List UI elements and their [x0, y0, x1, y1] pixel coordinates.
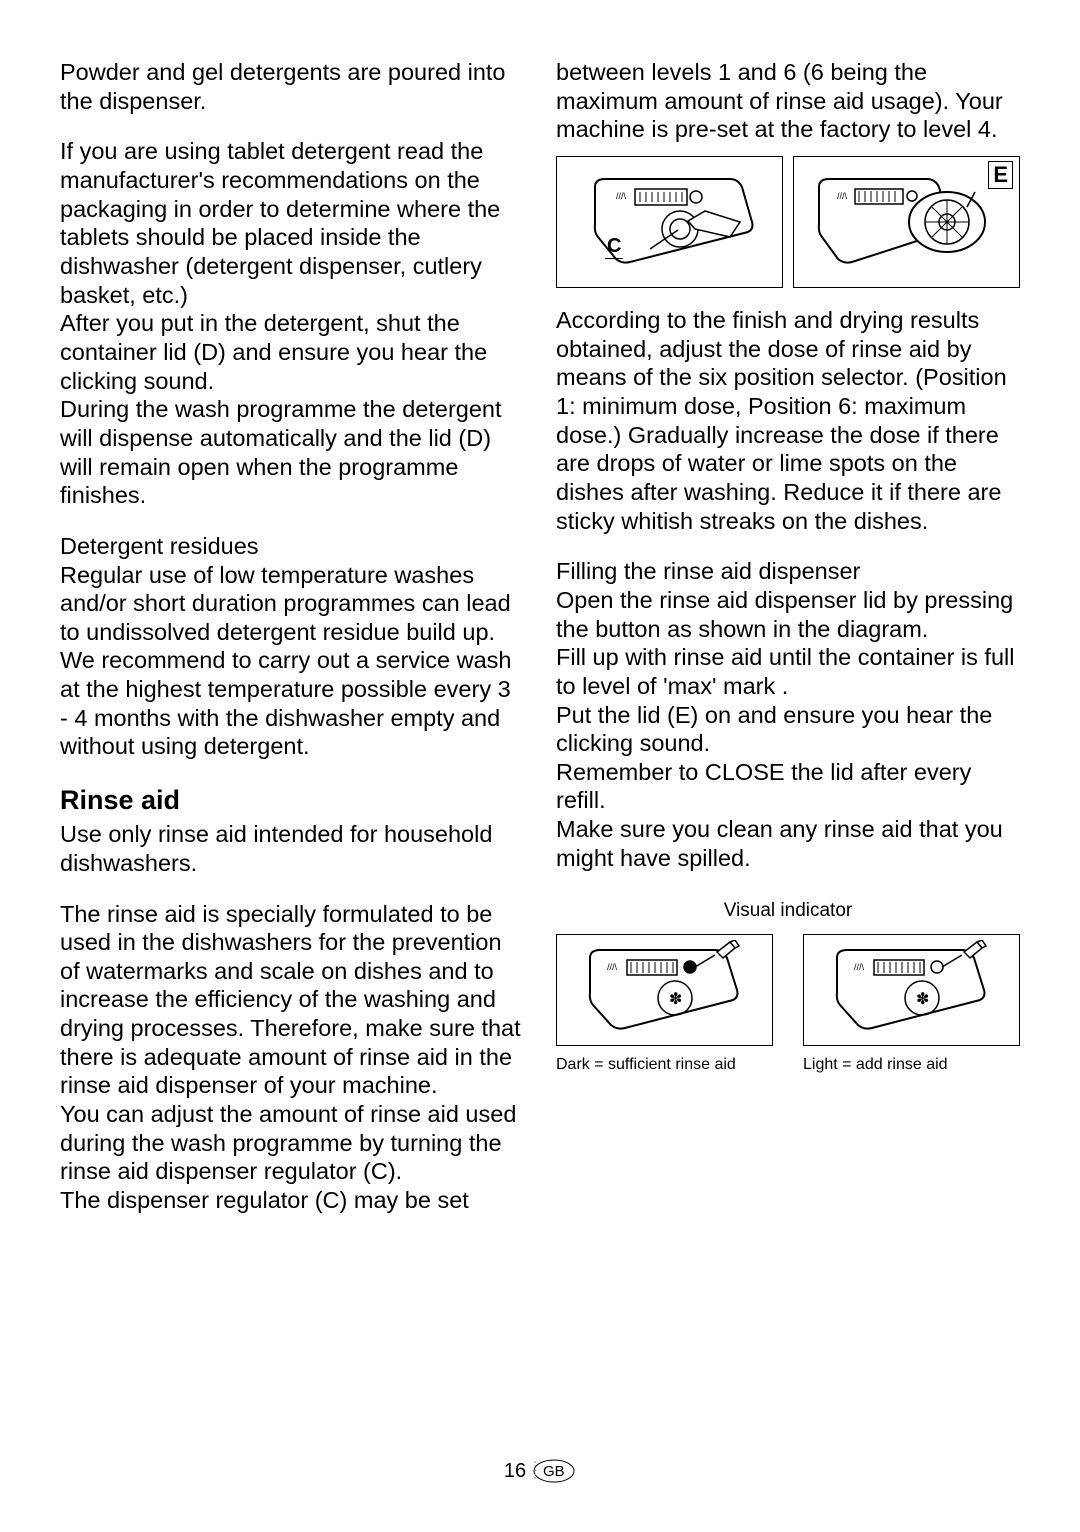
- dispenser-diagram-c: ///\ C: [556, 156, 783, 288]
- dispenser-diagram-row: ///\ C: [556, 156, 1020, 288]
- right-column: between levels 1 and 6 (6 being the maxi…: [556, 58, 1020, 1438]
- indicator-light-icon: ✽ ///\: [822, 940, 1002, 1040]
- left-paragraph-5: The rinse aid is specially formulated to…: [60, 900, 524, 1215]
- svg-text:///\: ///\: [854, 962, 865, 972]
- indicator-dark-caption: Dark = sufficient rinse aid: [556, 1056, 773, 1074]
- svg-text:///\: ///\: [607, 962, 618, 972]
- region-code-text: GB: [543, 1463, 565, 1480]
- indicator-light-item: ✽ ///\ Light = add rinse aid: [803, 934, 1020, 1074]
- diagram-e-label: E: [988, 161, 1013, 189]
- right-paragraph-1: between levels 1 and 6 (6 being the maxi…: [556, 58, 1020, 144]
- left-column: Powder and gel detergents are poured int…: [60, 58, 524, 1438]
- region-badge-icon: GB: [532, 1458, 576, 1484]
- visual-indicator-heading: Visual indicator: [556, 900, 1020, 922]
- left-paragraph-4: Use only rinse aid intended for househol…: [60, 820, 524, 877]
- diagram-c-label: C: [605, 235, 623, 259]
- rinse-aid-heading: Rinse aid: [60, 783, 524, 818]
- indicator-light-diagram: ✽ ///\: [803, 934, 1020, 1046]
- page-content: Powder and gel detergents are poured int…: [60, 58, 1020, 1438]
- dispenser-c-icon: ///\: [580, 167, 760, 277]
- dispenser-e-icon: ///\: [807, 162, 1007, 282]
- left-paragraph-2: If you are using tablet detergent read t…: [60, 137, 524, 510]
- svg-text:///\: ///\: [837, 191, 848, 201]
- page-footer: 16 GB: [60, 1458, 1020, 1484]
- right-paragraph-2: According to the finish and drying resul…: [556, 306, 1020, 535]
- right-paragraph-3: Filling the rinse aid dispenser Open the…: [556, 557, 1020, 872]
- indicator-dark-item: ✽ ///\ Dark = sufficient rinse aid: [556, 934, 773, 1074]
- svg-text:✽: ✽: [916, 991, 929, 1008]
- page-number: 16: [504, 1460, 526, 1483]
- left-paragraph-1: Powder and gel detergents are poured int…: [60, 58, 524, 115]
- dispenser-diagram-e: ///\ E: [793, 156, 1020, 288]
- indicator-light-caption: Light = add rinse aid: [803, 1056, 1020, 1074]
- svg-text:///\: ///\: [616, 191, 627, 201]
- svg-text:✽: ✽: [669, 991, 682, 1008]
- left-paragraph-3: Detergent residues Regular use of low te…: [60, 532, 524, 761]
- visual-indicator-row: ✽ ///\ Dark = sufficient rinse aid: [556, 934, 1020, 1074]
- indicator-dark-diagram: ✽ ///\: [556, 934, 773, 1046]
- indicator-dark-icon: ✽ ///\: [575, 940, 755, 1040]
